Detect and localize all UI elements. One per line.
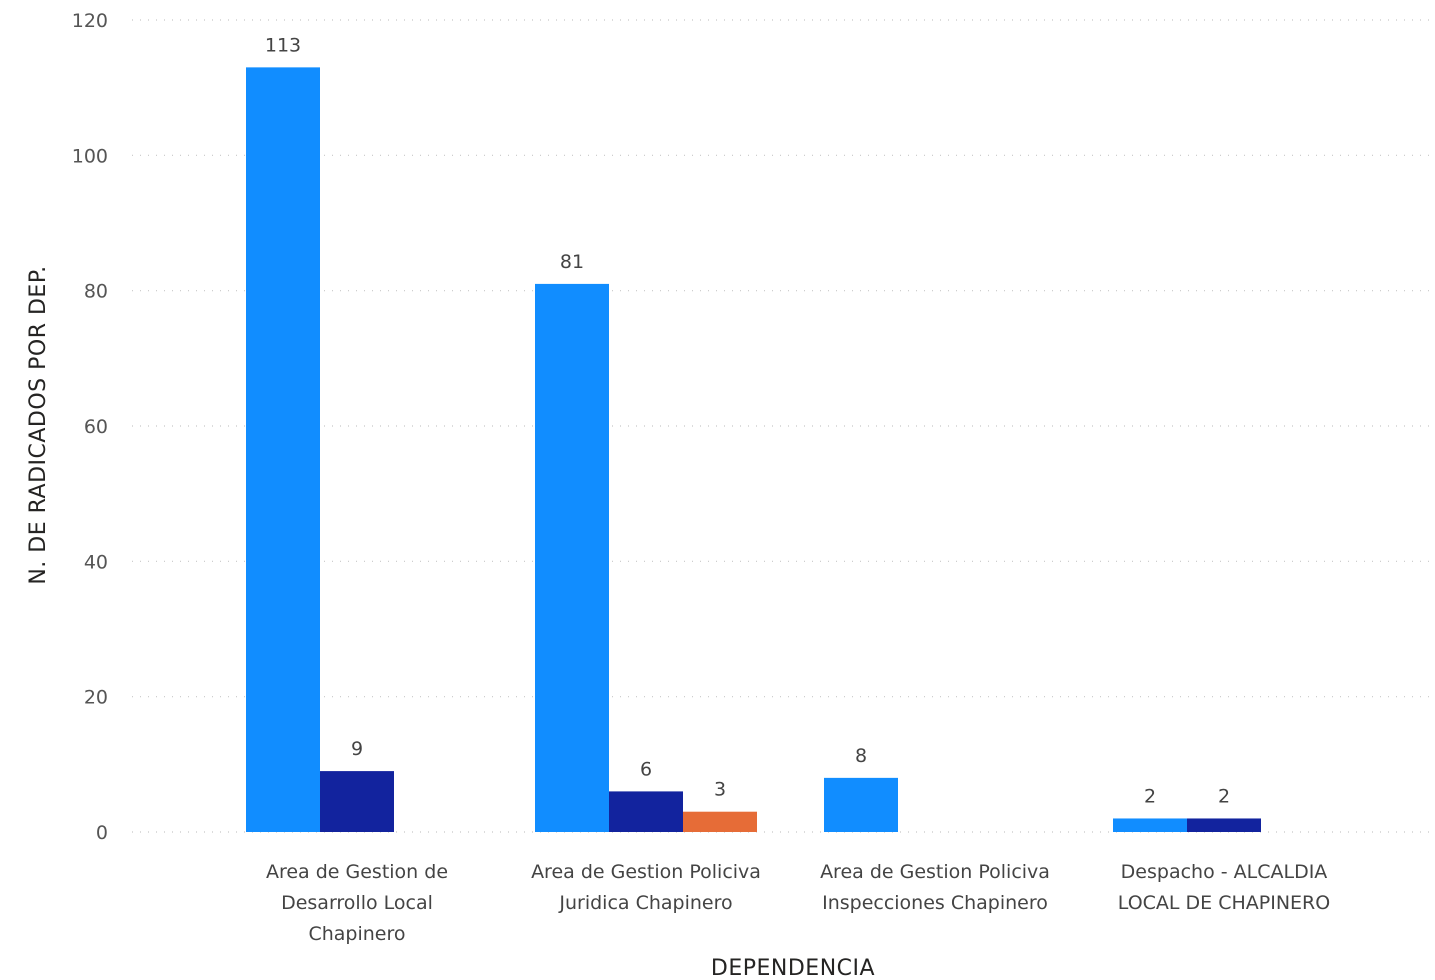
- y-tick-label: 100: [72, 145, 108, 167]
- data-label: 81: [560, 251, 584, 273]
- bar[interactable]: [246, 67, 320, 832]
- y-axis-ticks: 0 20 40 60 80 100 120: [72, 10, 108, 844]
- x-tick-label-line: Chapinero: [308, 923, 405, 945]
- bar[interactable]: [1187, 818, 1261, 832]
- bars: [246, 67, 1261, 832]
- y-tick-label: 40: [84, 551, 108, 573]
- x-tick-label: Area de Gestion de Desarrollo Local Chapin…: [266, 861, 448, 945]
- gridlines: [132, 19, 1432, 833]
- bar[interactable]: [535, 283, 609, 832]
- data-label: 3: [714, 779, 726, 801]
- y-tick-label: 120: [72, 10, 108, 32]
- y-axis-title: N. DE RADICADOS POR DEP.: [26, 265, 51, 584]
- data-labels: 113 9 81 6 3 8 2 2: [265, 34, 1230, 807]
- x-axis-categories: Area de Gestion de Desarrollo Local Chapin…: [266, 861, 1330, 945]
- bar[interactable]: [1113, 818, 1187, 832]
- x-tick-label: Despacho - ALCALDIA LOCAL DE CHAPINERO: [1118, 861, 1330, 914]
- x-tick-label-line: Desarrollo Local: [281, 892, 433, 914]
- bar[interactable]: [609, 791, 683, 832]
- x-tick-label-line: Despacho - ALCALDIA: [1121, 861, 1328, 883]
- data-label: 6: [640, 758, 652, 780]
- y-tick-label: 80: [84, 281, 108, 303]
- data-label: 8: [855, 745, 867, 767]
- data-label: 9: [351, 738, 363, 760]
- y-tick-label: 20: [84, 687, 108, 709]
- x-tick-label-line: Inspecciones Chapinero: [822, 892, 1048, 914]
- data-label: 2: [1218, 785, 1230, 807]
- x-tick-label-line: Juridica Chapinero: [558, 892, 732, 914]
- data-label: 113: [265, 34, 301, 56]
- data-label: 2: [1144, 785, 1156, 807]
- bar[interactable]: [683, 811, 757, 832]
- x-tick-label: Area de Gestion Policiva Juridica Chapine…: [531, 861, 761, 914]
- x-tick-label: Area de Gestion Policiva Inspecciones Cha…: [820, 861, 1050, 914]
- x-tick-label-line: Area de Gestion Policiva: [820, 861, 1050, 883]
- y-tick-label: 0: [96, 822, 108, 844]
- bar[interactable]: [320, 771, 394, 832]
- x-tick-label-line: Area de Gestion de: [266, 861, 448, 883]
- x-tick-label-line: LOCAL DE CHAPINERO: [1118, 892, 1330, 914]
- y-tick-label: 60: [84, 416, 108, 438]
- bar[interactable]: [824, 777, 898, 832]
- x-axis-title: DEPENDENCIA: [711, 956, 875, 980]
- x-tick-label-line: Area de Gestion Policiva: [531, 861, 761, 883]
